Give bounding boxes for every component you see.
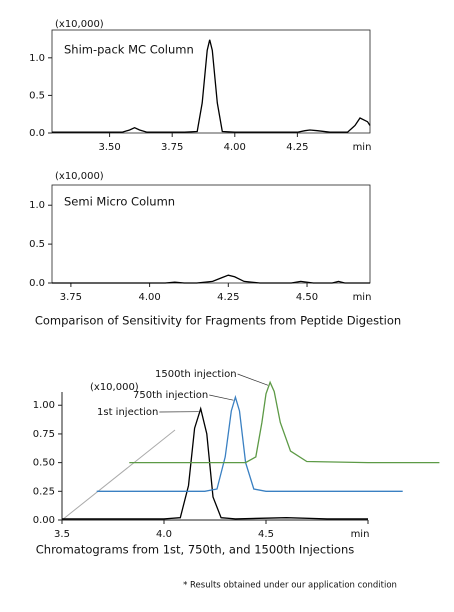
y-tick-label: 0.75 (33, 429, 55, 440)
trace (62, 406, 368, 520)
unit-label: (x10,000) (90, 382, 139, 393)
y-tick-label: 0.0 (29, 278, 45, 289)
x-tick-label: 4.25 (286, 142, 308, 153)
x-axis-label: min (353, 142, 372, 153)
footnote: * Results obtained under our application… (183, 581, 397, 591)
plot-frame (51, 29, 371, 134)
y-tick-label: 0.25 (33, 486, 55, 497)
caption: Chromatograms from 1st, 750th, and 1500t… (36, 543, 354, 557)
leader-line (237, 373, 269, 386)
trace (129, 380, 440, 464)
y-tick-label: 1.00 (33, 400, 55, 411)
series-label: 1500th injection (155, 369, 237, 380)
caption: Comparison of Sensitivity for Fragments … (35, 314, 401, 328)
x-tick-label: 3.50 (98, 142, 120, 153)
y-tick-label: 1.0 (29, 53, 45, 64)
x-axis-label: min (351, 529, 370, 540)
unit-label: (x10,000) (55, 19, 104, 30)
x-tick-label: 4.50 (296, 292, 318, 303)
series-label: Semi Micro Column (64, 195, 175, 209)
y-tick-label: 1.0 (29, 200, 45, 211)
trace (52, 39, 371, 133)
leader-line (209, 394, 234, 401)
y-tick-label: 0.5 (29, 90, 45, 101)
y-tick-label: 0.0 (29, 128, 45, 139)
y-tick-label: 0.00 (33, 515, 55, 526)
x-tick-label: 4.0 (156, 529, 172, 540)
x-tick-label: 3.75 (60, 292, 82, 303)
x-tick-label: 4.00 (138, 292, 160, 303)
x-tick-label: 4.5 (258, 529, 274, 540)
perspective-axis (61, 429, 176, 521)
series-label: 1st injection (97, 407, 158, 418)
y-tick-label: 0.50 (33, 458, 55, 469)
x-tick-label: 4.25 (217, 292, 239, 303)
series-label: 750th injection (133, 390, 208, 401)
plot-frame (51, 184, 371, 284)
unit-label: (x10,000) (55, 171, 104, 182)
x-tick-label: 4.00 (224, 142, 246, 153)
trace (52, 274, 370, 284)
x-axis-label: min (353, 292, 372, 303)
series-label: Shim-pack MC Column (64, 43, 194, 57)
x-tick-label: 3.5 (54, 529, 70, 540)
trace (96, 394, 403, 492)
x-tick-label: 3.75 (161, 142, 183, 153)
y-tick-label: 0.5 (29, 239, 45, 250)
